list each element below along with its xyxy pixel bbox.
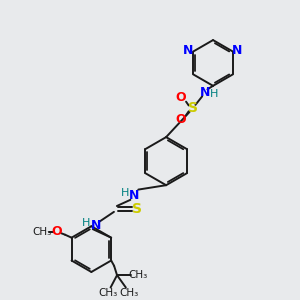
Text: N: N: [232, 44, 243, 57]
Text: N: N: [183, 44, 194, 57]
Text: CH₃: CH₃: [120, 288, 139, 298]
Text: CH₃: CH₃: [128, 270, 148, 280]
Text: H: H: [121, 188, 129, 197]
Text: O: O: [175, 113, 185, 126]
Text: O: O: [175, 91, 185, 104]
Text: H: H: [82, 218, 91, 228]
Text: N: N: [129, 189, 139, 202]
Text: CH₃: CH₃: [98, 288, 117, 298]
Text: S: S: [132, 202, 142, 216]
Text: N: N: [91, 219, 101, 232]
Text: H: H: [210, 89, 219, 99]
Text: S: S: [188, 101, 197, 116]
Text: CH₃: CH₃: [32, 227, 51, 237]
Text: N: N: [200, 86, 210, 99]
Text: O: O: [52, 225, 62, 238]
